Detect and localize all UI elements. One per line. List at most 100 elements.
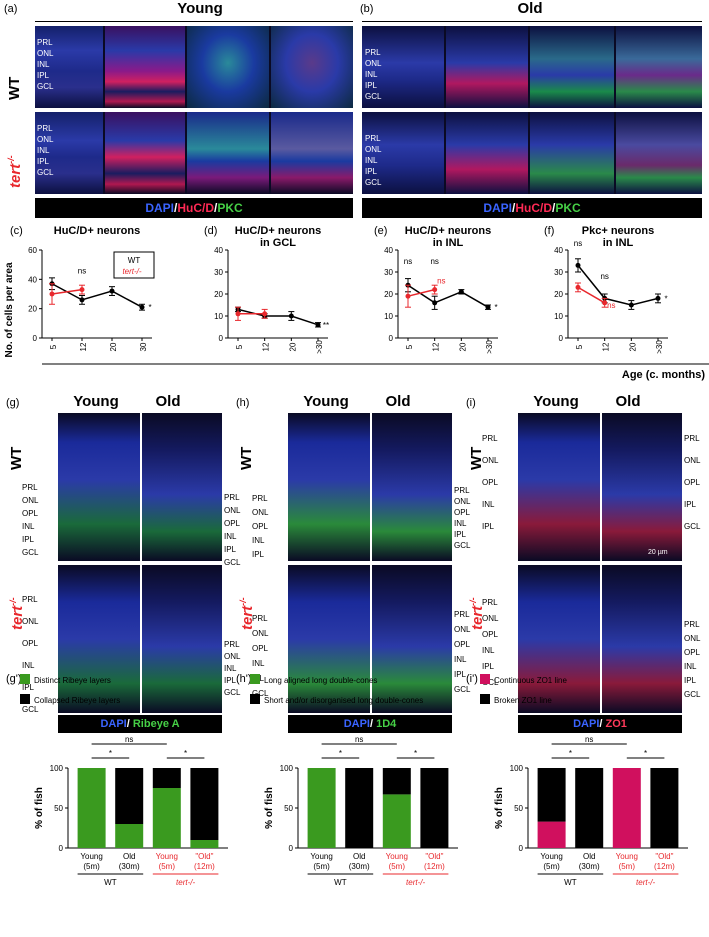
bar-cat-label-1: "Old" (425, 852, 443, 861)
bar-chart-1: (h') Long aligned long double-cones Short … (236, 673, 458, 887)
layer-g-tert-young-1: ONL (22, 617, 39, 626)
micro-g-tert-young (58, 565, 140, 713)
chart-title: HuC/D+ neurons (405, 225, 491, 237)
data-point (79, 297, 85, 303)
layer-g-wt-young-3: INL (22, 522, 35, 531)
bar-y-tick-label: 100 (50, 764, 64, 773)
layer-i-wt-old-3: IPL (684, 500, 697, 509)
layer-i-wt-young-4: IPL (482, 522, 495, 531)
layer-g-tert-old-0: PRL (224, 640, 240, 649)
data-point (602, 300, 608, 306)
x-tick-label: 12 (262, 342, 271, 351)
series-line-1 (51, 288, 83, 295)
y-tick-label: 10 (554, 312, 563, 321)
header-old-g: Old (155, 393, 181, 410)
bar-chart-2: (i') Continuous ZO1 line Broken ZO1 line % … (466, 673, 688, 887)
layer-owt-3: IPL (365, 81, 378, 90)
y-tick-label: 10 (214, 312, 223, 321)
layer-i-wt-young-3: INL (482, 500, 495, 509)
bar-panel-label: (g') (6, 673, 22, 685)
layer-h-tert-young-1: ONL (252, 629, 269, 638)
layer-i-tert-young-0: PRL (482, 598, 498, 607)
bar-cat-label-2: (5m) (159, 862, 176, 871)
layer-h-tert-old-2: OPL (454, 640, 471, 649)
layer-g-tert-old-3: IPL (224, 676, 237, 685)
bar-cat-label-2: (30m) (579, 862, 600, 871)
bar-1-b (345, 768, 374, 848)
group-label-tert: tert-/- (636, 878, 655, 887)
bar-1-b (115, 768, 144, 824)
data-point (432, 287, 438, 293)
data-point (628, 302, 634, 308)
series-line-0 (577, 264, 659, 306)
x-tick-label: 30 (139, 342, 148, 351)
data-point (405, 293, 411, 299)
chart-panel-label: (e) (374, 225, 387, 237)
bar-y-tick-label: 50 (54, 804, 63, 813)
header-old: Old (517, 0, 543, 17)
data-point (235, 311, 241, 317)
group-label-tert: tert-/- (406, 878, 425, 887)
layer-otert-0: PRL (365, 134, 381, 143)
bar-1-b (575, 768, 604, 848)
bar-3-b (650, 768, 679, 848)
layer-h-tert-old-1: ONL (454, 625, 471, 634)
data-point (458, 289, 464, 295)
y-tick-label: 0 (559, 334, 564, 343)
data-point (49, 291, 55, 297)
legend-swatch-1 (480, 694, 490, 704)
panel-label-a: (a) (4, 3, 18, 15)
y-tick-label: 60 (28, 246, 37, 255)
chart-title: HuC/D+ neurons (54, 225, 140, 237)
layer-g-wt-old-5: GCL (224, 558, 241, 567)
legend-box (113, 251, 155, 279)
layer-h-wt-young-0: PRL (252, 494, 268, 503)
header-young-i: Young (533, 393, 579, 410)
bar-cat-label-1: Old (123, 852, 135, 861)
row-label-wt-h: WT (238, 446, 255, 470)
layer-g-wt-old-3: INL (224, 532, 237, 541)
bar-y-tick-label: 50 (284, 804, 293, 813)
bar-ylabel: % of fish (34, 787, 45, 829)
comparison-label: ns (585, 735, 593, 744)
micro-old-wt (362, 26, 702, 108)
layer-i-tert-young-5: GCL (482, 678, 499, 687)
panel-label-b: (b) (360, 3, 374, 15)
layer-i-tert-old-3: INL (684, 662, 697, 671)
bar-2-a (612, 768, 641, 848)
stain-legend-old: DAPI/HuC/D/PKC (362, 198, 702, 218)
layer-owt-4: GCL (365, 92, 382, 101)
header-line-young (35, 21, 353, 22)
layer-ywt-1: ONL (37, 49, 54, 58)
chart-panel-label: (f) (544, 225, 554, 237)
bar-charts-row: (g') Distinct Ribeye layers Collapsed Ribe… (6, 673, 688, 887)
legend-text-1: Collapsed Ribeye layers (34, 696, 120, 705)
chart-panel-label: (c) (10, 225, 23, 237)
layer-i-wt-old-4: GCL (684, 522, 701, 531)
layer-h-tert-young-3: INL (252, 659, 265, 668)
x-tick-label: 20 (628, 342, 637, 351)
data-point (485, 304, 491, 310)
row-label-wt-g: WT (8, 446, 25, 470)
layer-g-tert-old-4: GCL (224, 688, 241, 697)
series-line-0 (51, 283, 143, 308)
x-tick-label: 12 (432, 342, 441, 351)
bar-3-a (190, 840, 219, 848)
group-label-tert: tert-/- (176, 878, 195, 887)
y-tick-label: 40 (554, 246, 563, 255)
y-tick-label: 10 (384, 312, 393, 321)
bar-y-tick-label: 100 (510, 764, 524, 773)
bar-0-b (537, 768, 566, 822)
layer-h-tert-old-4: IPL (454, 670, 467, 679)
chart-title: Pkc+ neurons (582, 225, 654, 237)
layer-ytert-2: INL (37, 146, 50, 155)
layer-h-tert-young-5: GCL (252, 689, 269, 698)
comparison-label: ns (125, 735, 133, 744)
bar-y-tick-label: 0 (519, 844, 524, 853)
data-point (315, 322, 321, 328)
bar-chart-0: (g') Distinct Ribeye layers Collapsed Ribe… (6, 673, 228, 887)
x-tick-label: 12 (79, 342, 88, 351)
layer-g-wt-young-5: GCL (22, 548, 39, 557)
bar-cat-label-1: "Old" (655, 852, 673, 861)
